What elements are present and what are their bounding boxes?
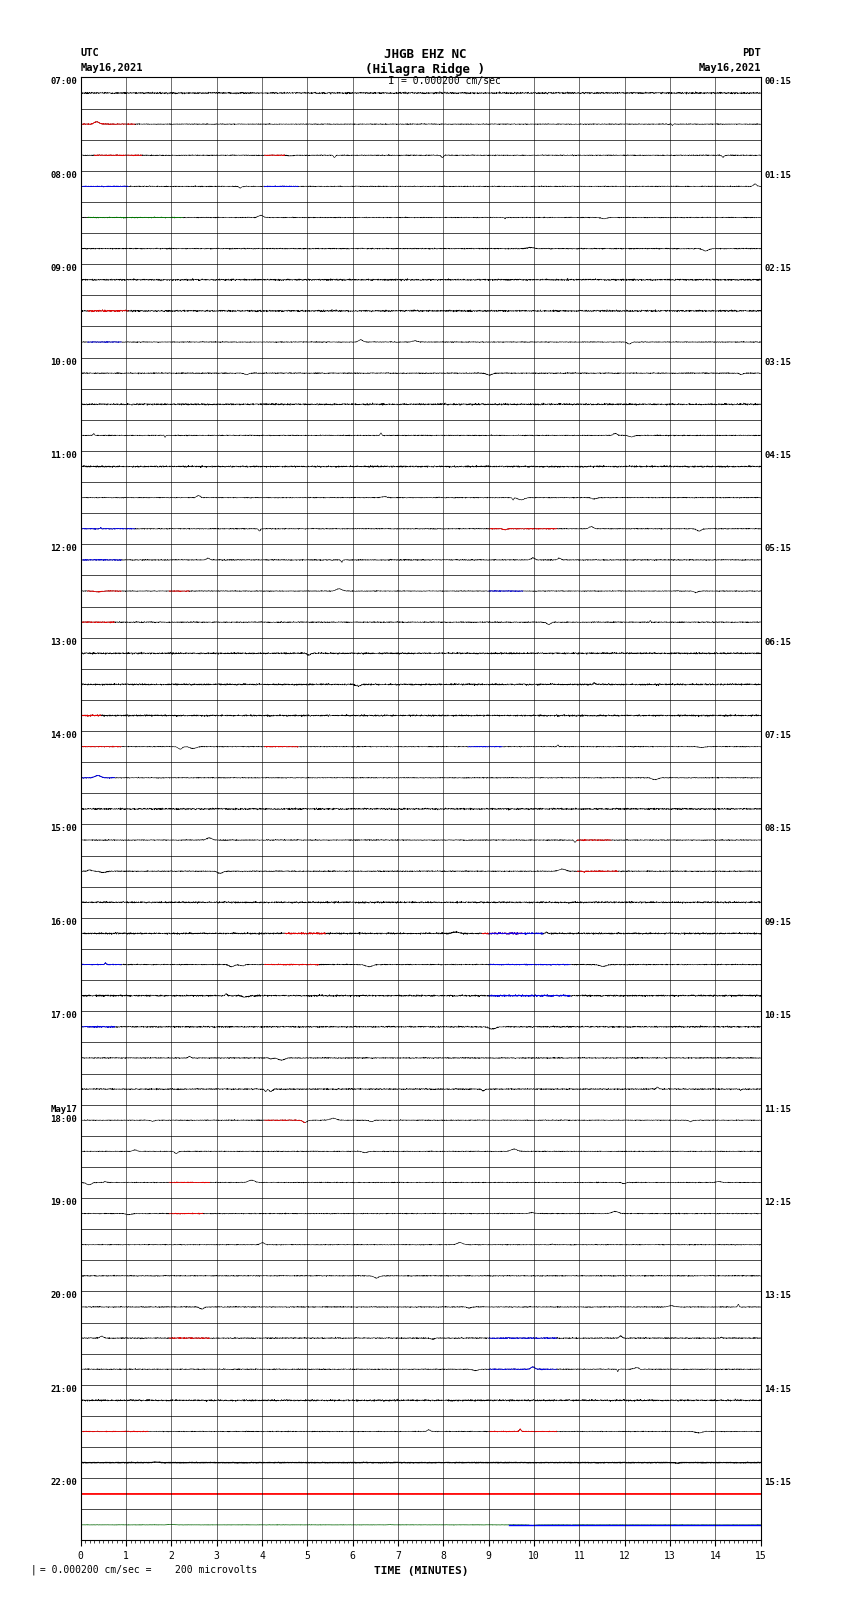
Text: 22:00: 22:00: [50, 1478, 77, 1487]
Text: (Hilagra Ridge ): (Hilagra Ridge ): [365, 63, 485, 76]
Text: 11:15: 11:15: [764, 1105, 791, 1113]
Text: |: |: [17, 1565, 37, 1576]
Text: 09:00: 09:00: [50, 265, 77, 273]
Text: 20:00: 20:00: [50, 1292, 77, 1300]
Text: May16,2021: May16,2021: [698, 63, 761, 73]
Text: 08:15: 08:15: [764, 824, 791, 834]
Text: 17:00: 17:00: [50, 1011, 77, 1021]
Text: 01:15: 01:15: [764, 171, 791, 179]
Text: JHGB EHZ NC: JHGB EHZ NC: [383, 48, 467, 61]
Text: 09:15: 09:15: [764, 918, 791, 927]
Text: 07:00: 07:00: [50, 77, 77, 87]
Text: 05:15: 05:15: [764, 544, 791, 553]
Text: 15:00: 15:00: [50, 824, 77, 834]
Text: 12:15: 12:15: [764, 1198, 791, 1207]
Text: 10:00: 10:00: [50, 358, 77, 366]
Text: 21:00: 21:00: [50, 1386, 77, 1394]
Text: 13:15: 13:15: [764, 1292, 791, 1300]
Text: 04:15: 04:15: [764, 452, 791, 460]
Text: UTC: UTC: [81, 48, 99, 58]
Text: PDT: PDT: [742, 48, 761, 58]
Text: 10:15: 10:15: [764, 1011, 791, 1021]
Text: = 0.000200 cm/sec =    200 microvolts: = 0.000200 cm/sec = 200 microvolts: [34, 1565, 258, 1574]
Text: 14:15: 14:15: [764, 1386, 791, 1394]
Text: 19:00: 19:00: [50, 1198, 77, 1207]
Text: 02:15: 02:15: [764, 265, 791, 273]
Text: 06:15: 06:15: [764, 637, 791, 647]
Text: 15:15: 15:15: [764, 1478, 791, 1487]
Text: 11:00: 11:00: [50, 452, 77, 460]
Text: I: I: [388, 76, 394, 85]
Text: 07:15: 07:15: [764, 731, 791, 740]
Text: 08:00: 08:00: [50, 171, 77, 179]
Text: 16:00: 16:00: [50, 918, 77, 927]
Text: = 0.000200 cm/sec: = 0.000200 cm/sec: [401, 76, 501, 85]
X-axis label: TIME (MINUTES): TIME (MINUTES): [373, 1566, 468, 1576]
Text: 14:00: 14:00: [50, 731, 77, 740]
Text: May16,2021: May16,2021: [81, 63, 144, 73]
Text: 03:15: 03:15: [764, 358, 791, 366]
Text: May17
18:00: May17 18:00: [50, 1105, 77, 1124]
Text: 13:00: 13:00: [50, 637, 77, 647]
Text: 00:15: 00:15: [764, 77, 791, 87]
Text: 12:00: 12:00: [50, 544, 77, 553]
